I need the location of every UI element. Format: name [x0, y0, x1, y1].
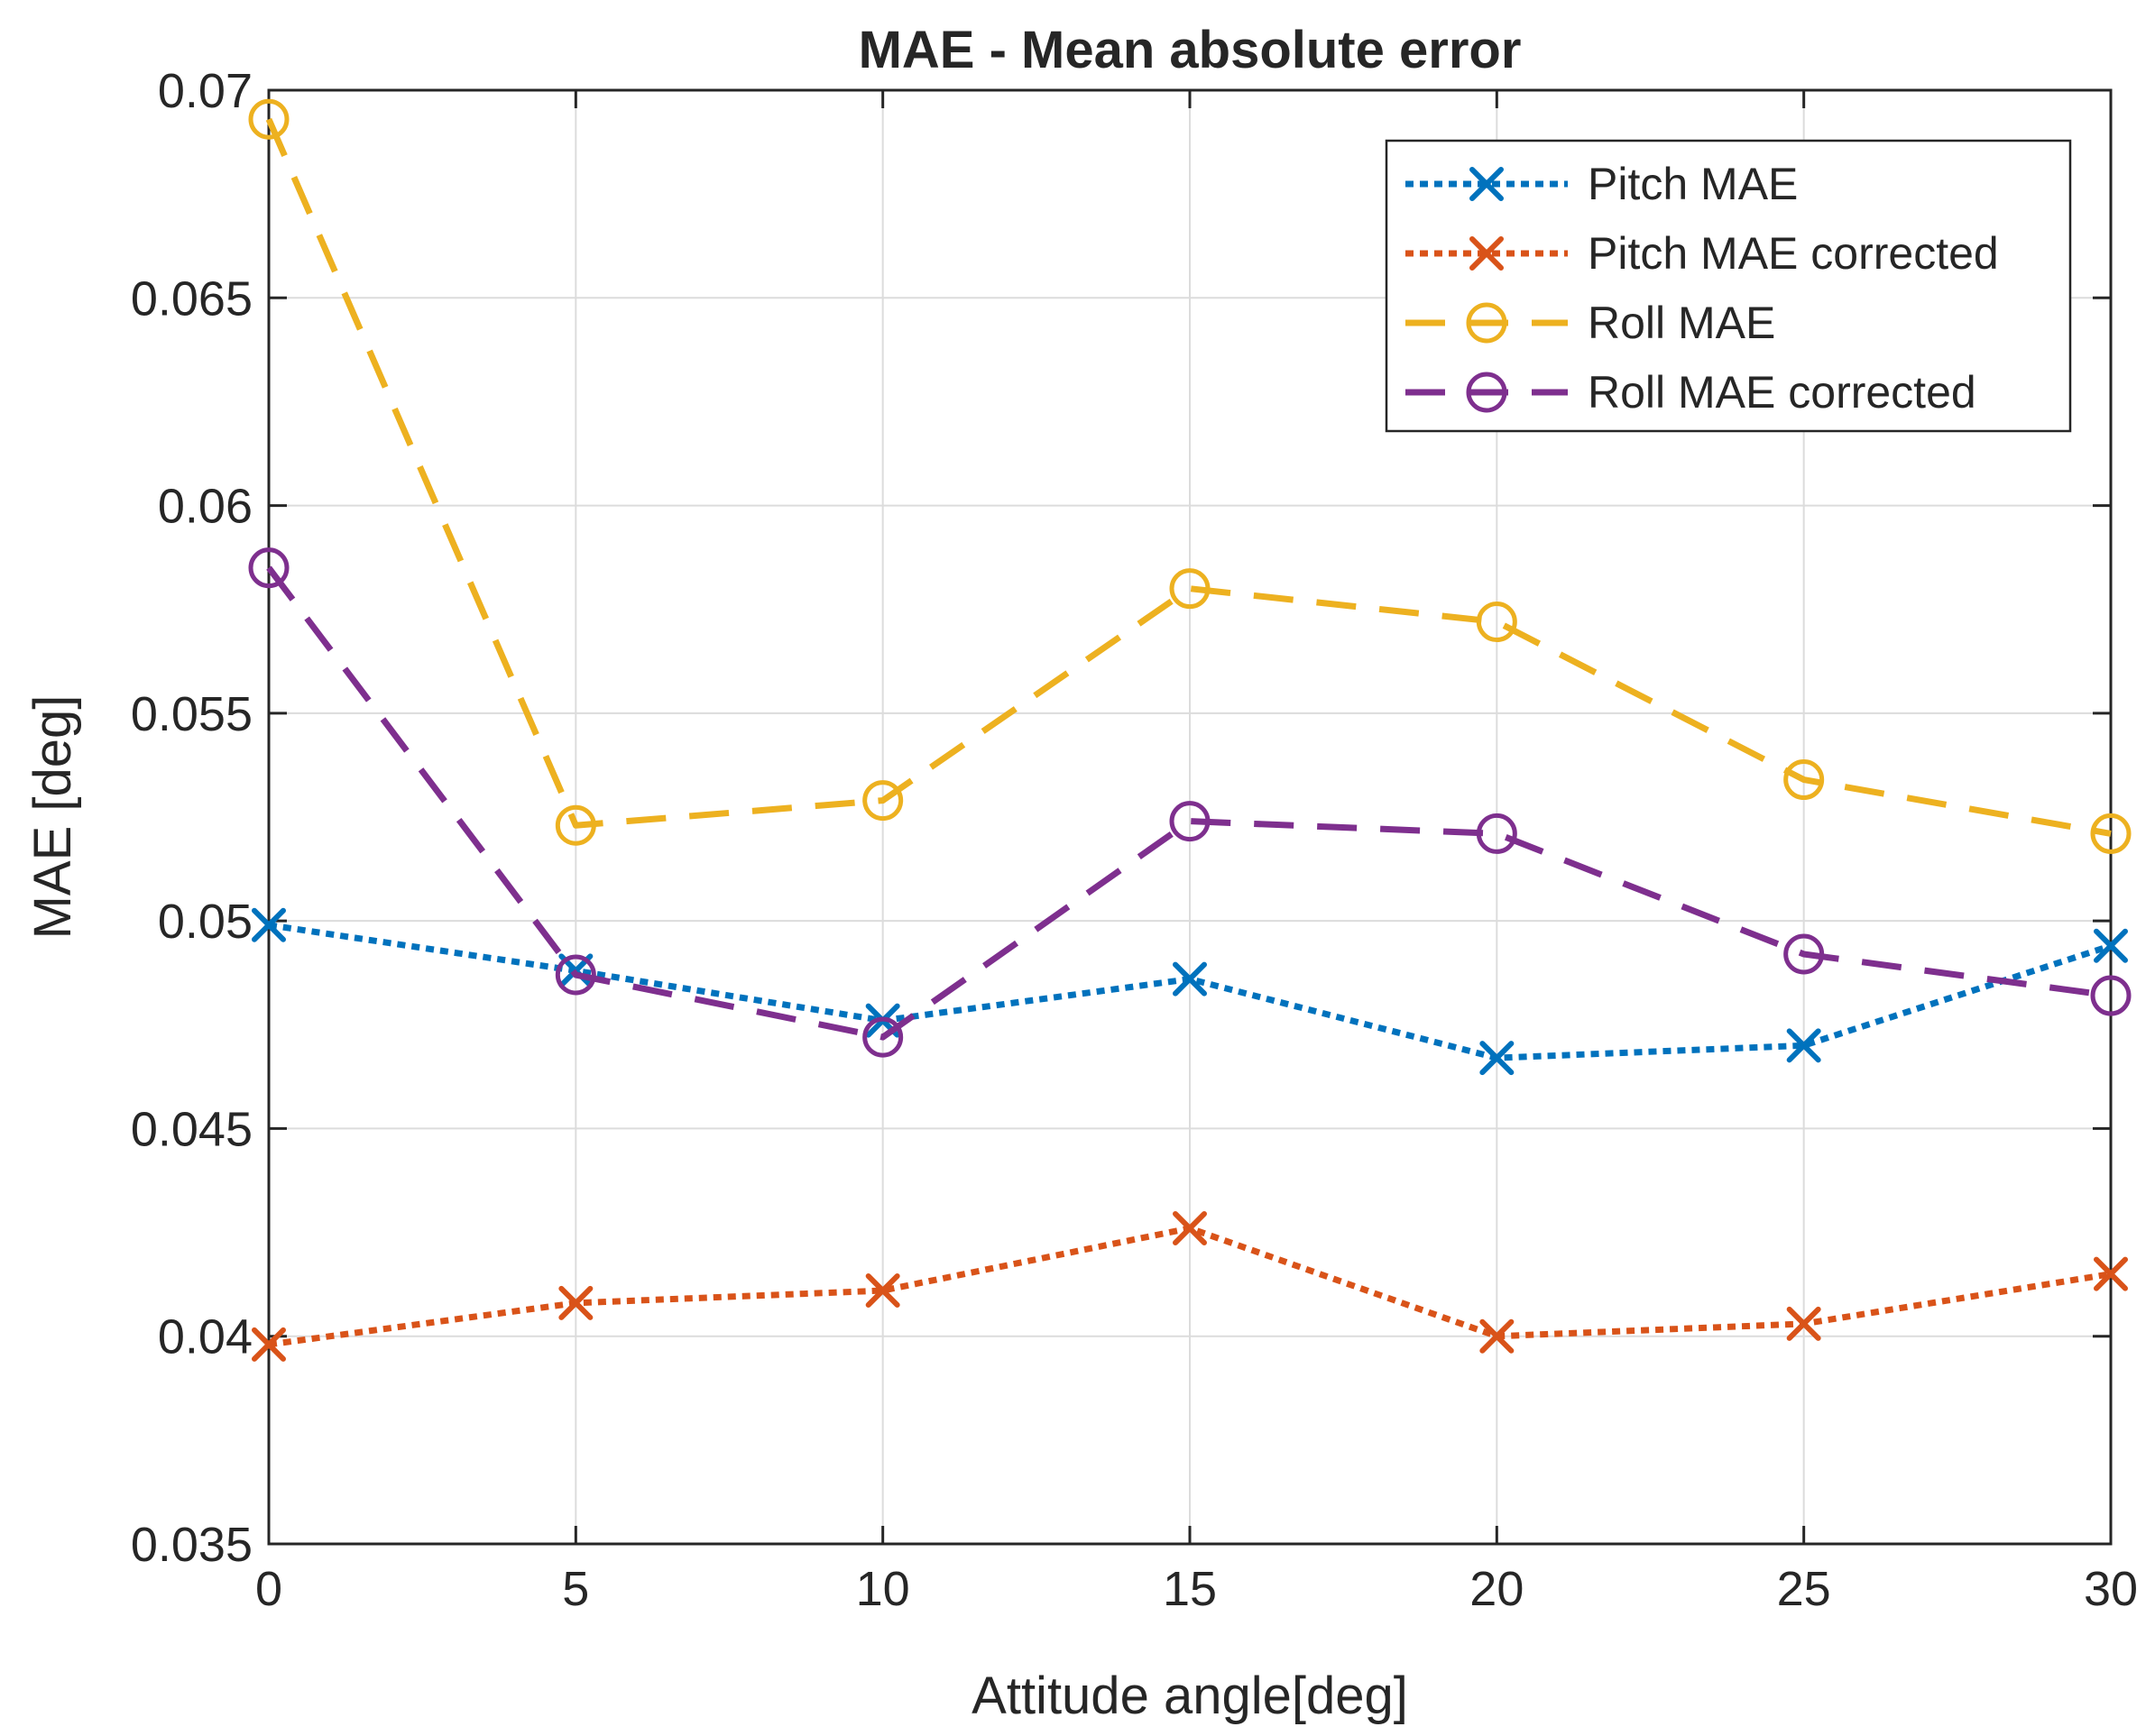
- legend-item-pitch-mae-corrected: Pitch MAE corrected: [1405, 228, 1999, 279]
- legend-marker-roll-mae: [1466, 302, 1507, 344]
- x-tick-label: 0: [255, 1562, 282, 1616]
- data-point-pitch-mae: [1786, 1028, 1821, 1063]
- data-point-roll-mae: [1169, 568, 1211, 610]
- data-point-pitch-mae: [1479, 1041, 1515, 1076]
- series-line-roll-mae-corrected: [266, 565, 2112, 1041]
- y-tick-label: 0.07: [158, 64, 253, 118]
- data-point-roll-mae-corrected: [1169, 801, 1211, 842]
- y-tick-label: 0.05: [158, 895, 253, 949]
- data-point-roll-mae-corrected: [248, 547, 290, 589]
- x-tick-label: 5: [562, 1562, 589, 1616]
- data-point-pitch-mae-corrected: [1173, 1210, 1207, 1245]
- y-tick-label: 0.045: [131, 1102, 253, 1156]
- data-point-pitch-mae-corrected: [252, 1327, 286, 1362]
- legend-label-roll-mae-corrected: Roll MAE corrected: [1588, 367, 1976, 418]
- legend-item-pitch-mae: Pitch MAE: [1405, 159, 1798, 209]
- legend-marker-pitch-mae: [1469, 167, 1504, 201]
- data-point-roll-mae: [2090, 813, 2132, 854]
- data-point-roll-mae: [555, 804, 596, 846]
- data-point-pitch-mae: [2094, 928, 2128, 963]
- data-point-roll-mae-corrected: [862, 1016, 904, 1058]
- data-point-pitch-mae-corrected: [558, 1285, 594, 1320]
- chart-title: MAE - Mean absolute error: [859, 21, 1522, 79]
- y-tick-label: 0.06: [158, 480, 253, 534]
- y-axis-label: MAE [deg]: [23, 695, 82, 940]
- x-tick-label: 20: [1469, 1562, 1524, 1616]
- data-point-pitch-mae-corrected: [2094, 1256, 2128, 1291]
- legend-label-roll-mae: Roll MAE: [1588, 298, 1775, 348]
- y-tick-label: 0.035: [131, 1518, 253, 1572]
- axis-ticks: 0 5 10 15 20 25 30 0.035 0.04 0.045 0.05 0.055 0.06 0…: [131, 64, 2138, 1616]
- x-tick-label: 30: [2084, 1562, 2138, 1616]
- series-roll-mae: [248, 98, 2132, 854]
- data-point-pitch-mae-corrected: [1786, 1306, 1821, 1341]
- y-tick-label: 0.04: [158, 1310, 253, 1364]
- legend-label-pitch-mae: Pitch MAE: [1588, 159, 1798, 209]
- data-point-roll-mae-corrected: [1476, 813, 1517, 854]
- x-axis-label: Attitude angle[deg]: [972, 1667, 1408, 1725]
- data-point-roll-mae: [1783, 759, 1825, 801]
- x-tick-label: 10: [856, 1562, 910, 1616]
- data-point-pitch-mae: [252, 907, 286, 942]
- data-point-roll-mae-corrected: [555, 954, 596, 996]
- data-point-pitch-mae-corrected: [1479, 1318, 1515, 1354]
- x-tick-label: 25: [1777, 1562, 1831, 1616]
- legend: Pitch MAE Pitch MAE corrected Roll MAE Roll…: [1385, 139, 2072, 433]
- legend-marker-roll-mae-corrected: [1466, 372, 1507, 413]
- legend-item-roll-mae: Roll MAE: [1405, 298, 1775, 348]
- x-tick-label: 15: [1163, 1562, 1217, 1616]
- y-tick-label: 0.065: [131, 271, 253, 326]
- data-point-pitch-mae: [1173, 961, 1207, 997]
- y-tick-label: 0.055: [131, 687, 253, 741]
- data-point-roll-mae: [1476, 602, 1517, 643]
- series-pitch-mae-corrected: [252, 1210, 2128, 1362]
- data-point-roll-mae: [248, 98, 290, 140]
- legend-item-roll-mae-corrected: Roll MAE corrected: [1405, 367, 1976, 418]
- data-point-pitch-mae-corrected: [865, 1273, 900, 1309]
- series-roll-mae-corrected: [248, 547, 2132, 1058]
- data-point-roll-mae: [862, 780, 904, 822]
- data-point-roll-mae-corrected: [2090, 975, 2132, 1016]
- legend-marker-pitch-mae-corrected: [1469, 236, 1504, 271]
- series-line-roll-mae: [265, 117, 2112, 837]
- series-group: [248, 98, 2132, 1362]
- legend-label-pitch-mae-corrected: Pitch MAE corrected: [1588, 228, 1999, 279]
- data-point-roll-mae-corrected: [1783, 933, 1825, 975]
